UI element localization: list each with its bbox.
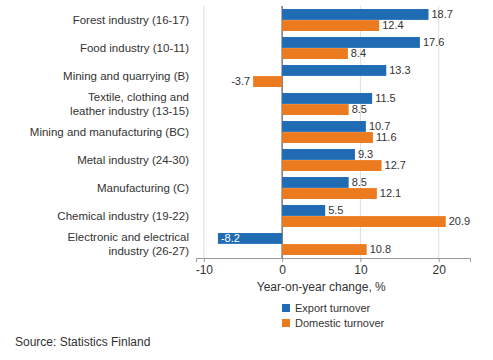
category-label-line: Metal industry (24-30) <box>77 154 189 166</box>
data-label: 12.1 <box>380 187 401 199</box>
bar <box>218 233 282 244</box>
data-label: 11.6 <box>376 131 397 143</box>
tick-mark <box>204 258 205 262</box>
source: Source: Statistics Finland <box>15 335 150 349</box>
legend-label: Export turnover <box>295 302 371 314</box>
bar <box>282 149 355 160</box>
data-label: 12.4 <box>382 19 403 31</box>
category-label-line: Food industry (10-11) <box>80 42 189 54</box>
data-label: 13.3 <box>389 64 410 76</box>
tick-mark <box>282 258 283 262</box>
bar <box>282 244 367 255</box>
data-label: 12.7 <box>385 159 406 171</box>
bar <box>253 76 282 87</box>
data-label: 8.5 <box>352 103 367 115</box>
category-label-line: Electronic and electrical <box>68 231 189 243</box>
tick-label: 20 <box>433 263 447 277</box>
bar <box>282 9 428 20</box>
bar <box>282 188 377 199</box>
data-labels: 18.717.613.311.510.79.38.55.5-8.212.48.4… <box>221 8 470 255</box>
legend-label: Domestic turnover <box>295 317 385 329</box>
category-label: Forest industry (16-17) <box>73 14 189 26</box>
bar <box>282 132 373 143</box>
bar <box>282 37 420 48</box>
tick-label: 10 <box>354 263 368 277</box>
grid-line <box>203 6 204 258</box>
category-label: Textile, clothing and leather industry (1… <box>70 91 189 117</box>
category-label-line: Mining and quarrying (B) <box>63 70 189 82</box>
bar <box>282 160 381 171</box>
tick-label: 0 <box>279 263 286 277</box>
bar <box>282 48 348 59</box>
data-label: 17.6 <box>423 36 444 48</box>
category-label-line: Chemical industry (19-22) <box>57 210 189 222</box>
category-label: Electronic and electrical industry (26-27… <box>68 231 190 257</box>
category-label-line: leather industry (13-15) <box>70 105 189 117</box>
axis-title: Year-on-year change, % <box>257 280 386 294</box>
plot: 18.717.613.311.510.79.38.55.5-8.212.48.4… <box>30 6 471 277</box>
data-label: 8.5 <box>352 176 367 188</box>
chart: 18.717.613.311.510.79.38.55.5-8.212.48.4… <box>0 0 493 360</box>
bar <box>282 216 446 227</box>
data-label: -3.7 <box>231 75 250 87</box>
data-label: 20.9 <box>449 215 470 227</box>
bar <box>282 121 366 132</box>
tick: 0 <box>279 258 286 277</box>
legend-swatch <box>282 304 290 312</box>
legend: Export turnover Domestic turnover <box>282 302 385 329</box>
legend-item: Export turnover <box>282 302 371 314</box>
data-label: 9.3 <box>358 148 373 160</box>
bar <box>282 65 386 76</box>
bar <box>282 93 372 104</box>
category-label-line: Forest industry (16-17) <box>73 14 189 26</box>
category-label: Mining and manufacturing (BC) <box>30 126 189 138</box>
x-axis: -10 0 10 20 <box>196 258 471 277</box>
category-label: Chemical industry (19-22) <box>57 210 189 222</box>
legend-swatch <box>282 319 290 327</box>
bar <box>282 20 379 31</box>
tick: 20 <box>433 258 447 277</box>
y-axis: Forest industry (16-17) Food industry (10… <box>30 14 189 257</box>
tick: 10 <box>354 258 368 277</box>
tick-mark <box>439 258 440 262</box>
category-label-line: industry (26-27) <box>108 245 189 257</box>
category-label: Mining and quarrying (B) <box>63 70 189 82</box>
bar <box>282 104 349 115</box>
category-label-line: Mining and manufacturing (BC) <box>30 126 189 138</box>
category-label: Food industry (10-11) <box>80 42 189 54</box>
category-label: Manufacturing (C) <box>97 182 189 194</box>
category-label-line: Manufacturing (C) <box>97 182 189 194</box>
data-label: -8.2 <box>221 232 240 244</box>
bar <box>282 177 349 188</box>
bar <box>282 205 325 216</box>
data-label: 11.5 <box>375 92 396 104</box>
tick-label: -10 <box>196 263 214 277</box>
tick-mark <box>360 258 361 262</box>
data-label: 18.7 <box>432 8 453 20</box>
data-label: 8.4 <box>351 47 366 59</box>
category-label: Metal industry (24-30) <box>77 154 189 166</box>
bars <box>218 9 446 255</box>
axis-line <box>197 259 471 263</box>
legend-item: Domestic turnover <box>282 317 385 329</box>
category-label-line: Textile, clothing and <box>88 91 189 103</box>
data-label: 5.5 <box>328 204 343 216</box>
tick: -10 <box>196 258 214 277</box>
data-label: 10.8 <box>370 243 391 255</box>
